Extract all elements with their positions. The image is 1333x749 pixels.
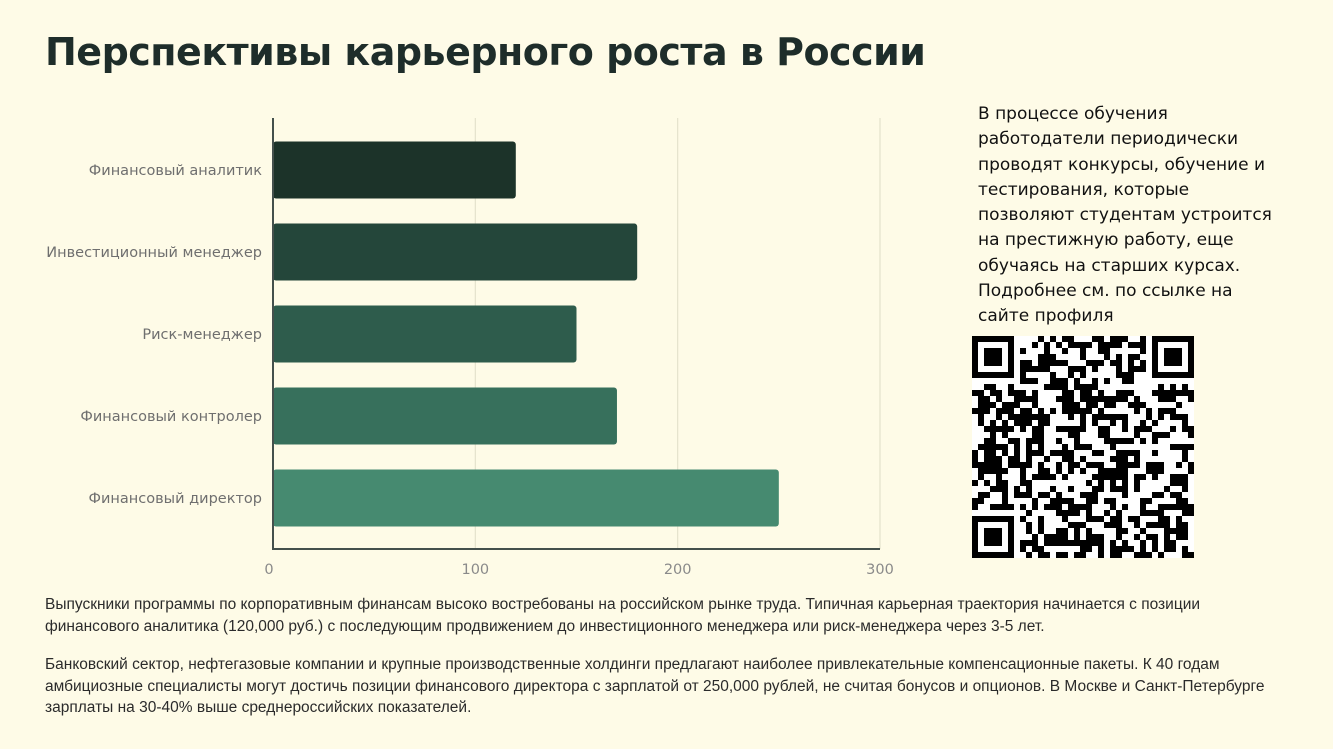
bar: [273, 305, 577, 363]
qr-code[interactable]: [972, 336, 1194, 558]
category-label: Финансовый контролер: [80, 409, 262, 425]
qr-modules: [972, 336, 1194, 558]
page-title: Перспективы карьерного роста в России: [45, 30, 926, 74]
category-label: Финансовый аналитик: [89, 163, 262, 179]
category-label: Инвестиционный менеджер: [46, 245, 262, 261]
side-note: В процессе обучения работодатели периоди…: [978, 104, 1272, 327]
x-tick-label: 0: [264, 562, 273, 578]
salary-bar-chart: Финансовый аналитик Инвестиционный менедж…: [46, 118, 894, 578]
paragraph-career-path: Выпускники программы по корпоративным фи…: [45, 596, 1201, 635]
category-label: Финансовый директор: [89, 491, 262, 507]
category-label: Риск-менеджер: [142, 327, 262, 343]
bar: [273, 141, 516, 199]
bar: [273, 387, 617, 445]
x-tick-label: 300: [866, 562, 894, 578]
bar: [273, 469, 779, 527]
x-tick-label: 100: [461, 562, 489, 578]
paragraph-compensation: Банковский сектор, нефтегазовые компании…: [45, 656, 1265, 716]
x-tick-label: 200: [664, 562, 692, 578]
bar: [273, 223, 638, 281]
